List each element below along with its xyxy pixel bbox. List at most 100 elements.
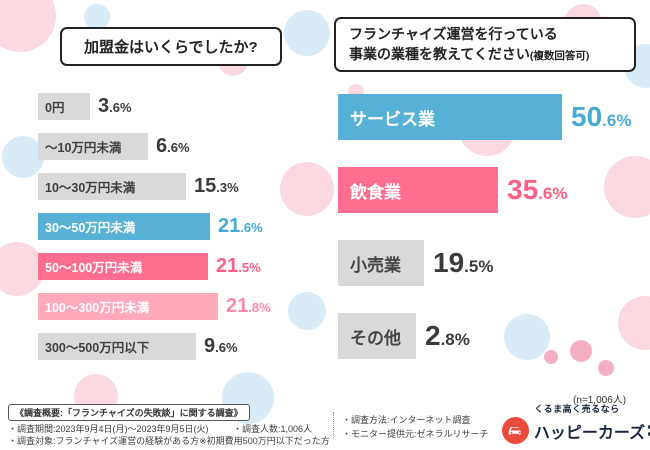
happy-cars-logo: くるま高く売るなら ハッピーカーズ <box>501 402 650 444</box>
bar-value: 3.6% <box>98 95 132 118</box>
bar-row: 50〜100万円未満 21.5% <box>38 253 328 280</box>
decorative-dot <box>0 0 56 52</box>
pct-frac: .8% <box>440 330 470 349</box>
pct-int: 15 <box>194 175 217 197</box>
left-chart-title: 加盟金はいくらでしたか? <box>60 27 282 66</box>
decorative-dot <box>84 4 110 30</box>
bar-row: 0円 3.6% <box>38 93 328 120</box>
bar-value: 21.5% <box>216 255 261 278</box>
bar: 〜10万円未満 <box>38 133 148 160</box>
survey-target: ・調査対象:フランチャイズ運営の経験がある方※初期費用500万円以下だった方 <box>8 436 330 446</box>
bar: 10〜30万円未満 <box>38 173 186 200</box>
pct-frac: .5% <box>238 260 261 275</box>
pct-int: 21 <box>226 295 249 317</box>
pct-frac: .6% <box>167 140 190 155</box>
bar-row: 10〜30万円未満 15.3% <box>38 173 328 200</box>
bar: 30〜50万円未満 <box>38 213 210 240</box>
industry-chart: サービス業 50.6% 飲食業 35.6% 小売業 19.5% その他 2.8% <box>338 94 644 386</box>
bar: 飲食業 <box>338 167 498 213</box>
decorative-dot <box>280 162 334 216</box>
bar-row: サービス業 50.6% <box>338 94 644 140</box>
decorative-dot <box>504 314 550 360</box>
bar-value: 19.5% <box>433 247 493 279</box>
pct-int: 21 <box>216 255 239 277</box>
bar-label: 10〜30万円未満 <box>45 181 136 195</box>
bar-label: その他 <box>350 328 401 348</box>
survey-method: ・調査方法:インターネット調査 <box>342 415 471 425</box>
bar-row: その他 2.8% <box>338 313 644 359</box>
survey-provider: ・モニター提供元:ゼネラルリサーチ <box>342 429 489 439</box>
bar-label: 飲食業 <box>350 182 401 202</box>
bar-row: 100〜300万円未満 21.8% <box>38 293 328 320</box>
bar-value: 35.6% <box>507 174 567 206</box>
decorative-dot <box>0 242 44 296</box>
car-icon <box>501 417 529 444</box>
bar: その他 <box>338 313 416 359</box>
pct-frac: .6% <box>240 220 263 235</box>
bar-row: 〜10万円未満 6.6% <box>38 133 328 160</box>
brand-name: ハッピーカーズ <box>533 424 646 442</box>
left-chart-title-text: 加盟金はいくらでしたか? <box>84 39 258 56</box>
pct-int: 2 <box>425 320 441 351</box>
survey-period: ・調査期間:2023年9月4日(月)〜2023年9月5日(火) <box>8 424 209 434</box>
decorative-dot <box>604 156 650 218</box>
pct-int: 35 <box>507 174 539 205</box>
bar-label: 小売業 <box>350 255 401 275</box>
decorative-dot <box>284 10 330 56</box>
bar-value: 50.6% <box>571 101 631 133</box>
bar-value: 21.6% <box>218 215 263 238</box>
decorative-dot <box>544 350 558 364</box>
bar-label: 50〜100万円未満 <box>45 261 143 275</box>
bar-label: サービス業 <box>350 109 435 129</box>
bar-row: 300〜500万円以下 9.6% <box>38 333 328 360</box>
bar-value: 2.8% <box>425 320 470 352</box>
bar-label: 〜10万円未満 <box>45 141 122 155</box>
bar-row: 飲食業 35.6% <box>338 167 644 213</box>
bar: 小売業 <box>338 240 424 286</box>
right-chart-title-line1: フランチャイズ運営を行っている <box>349 26 558 42</box>
bar-row: 30〜50万円未満 21.6% <box>38 213 328 240</box>
decorative-dot <box>288 292 326 330</box>
logo-tagline: くるま高く売るなら <box>534 404 620 414</box>
pct-int: 6 <box>156 135 168 157</box>
pct-frac: .6% <box>215 340 238 355</box>
bar-label: 300〜500万円以下 <box>45 341 150 355</box>
pct-int: 50 <box>571 101 603 132</box>
right-chart-title-line2: 事業の業種を教えてください <box>349 45 530 62</box>
right-chart-title-note: (複数回答可) <box>529 49 590 62</box>
bar-value: 6.6% <box>156 135 190 158</box>
pct-int: 3 <box>98 95 110 117</box>
pct-frac: .6% <box>538 184 568 203</box>
sample-size-note: (n=1,006人) <box>573 395 627 406</box>
pct-frac: .6% <box>602 111 632 130</box>
bar: 300〜500万円以下 <box>38 333 196 360</box>
pct-int: 9 <box>204 335 216 357</box>
bar: サービス業 <box>338 94 562 140</box>
bar-label: 30〜50万円未満 <box>45 221 136 235</box>
bar: 100〜300万円未満 <box>38 293 218 320</box>
decorative-dot <box>2 136 44 178</box>
pct-int: 21 <box>218 215 241 237</box>
pct-frac: .6% <box>109 100 132 115</box>
bar-row: 小売業 19.5% <box>338 240 644 286</box>
pct-frac: .5% <box>464 257 494 276</box>
footer-divider <box>333 412 334 438</box>
survey-overview: 《調査概要:「フランチャイズの失敗談」に関する調査》 <box>8 404 250 421</box>
bar-label: 100〜300万円未満 <box>45 301 150 315</box>
pct-int: 19 <box>433 247 465 278</box>
survey-count: ・調査人数:1,006人 <box>233 424 313 434</box>
bar-value: 15.3% <box>194 175 239 198</box>
pct-frac: .3% <box>216 180 239 195</box>
bar: 50〜100万円未満 <box>38 253 208 280</box>
bar-label: 0円 <box>45 101 65 115</box>
franchise-fee-chart: 0円 3.6% 〜10万円未満 6.6% 10〜30万円未満 15.3% 30〜… <box>38 93 328 373</box>
decorative-dot <box>570 340 592 362</box>
pct-frac: .8% <box>248 300 271 315</box>
right-chart-title: フランチャイズ運営を行っている 事業の業種を教えてください(複数回答可) <box>334 17 636 73</box>
bar-value: 21.8% <box>226 295 271 318</box>
footer: 《調査概要:「フランチャイズの失敗談」に関する調査》 ・調査期間:2023年9月… <box>0 401 650 450</box>
bar-value: 9.6% <box>204 335 238 358</box>
logo-dots <box>648 425 650 436</box>
bar: 0円 <box>38 93 90 120</box>
